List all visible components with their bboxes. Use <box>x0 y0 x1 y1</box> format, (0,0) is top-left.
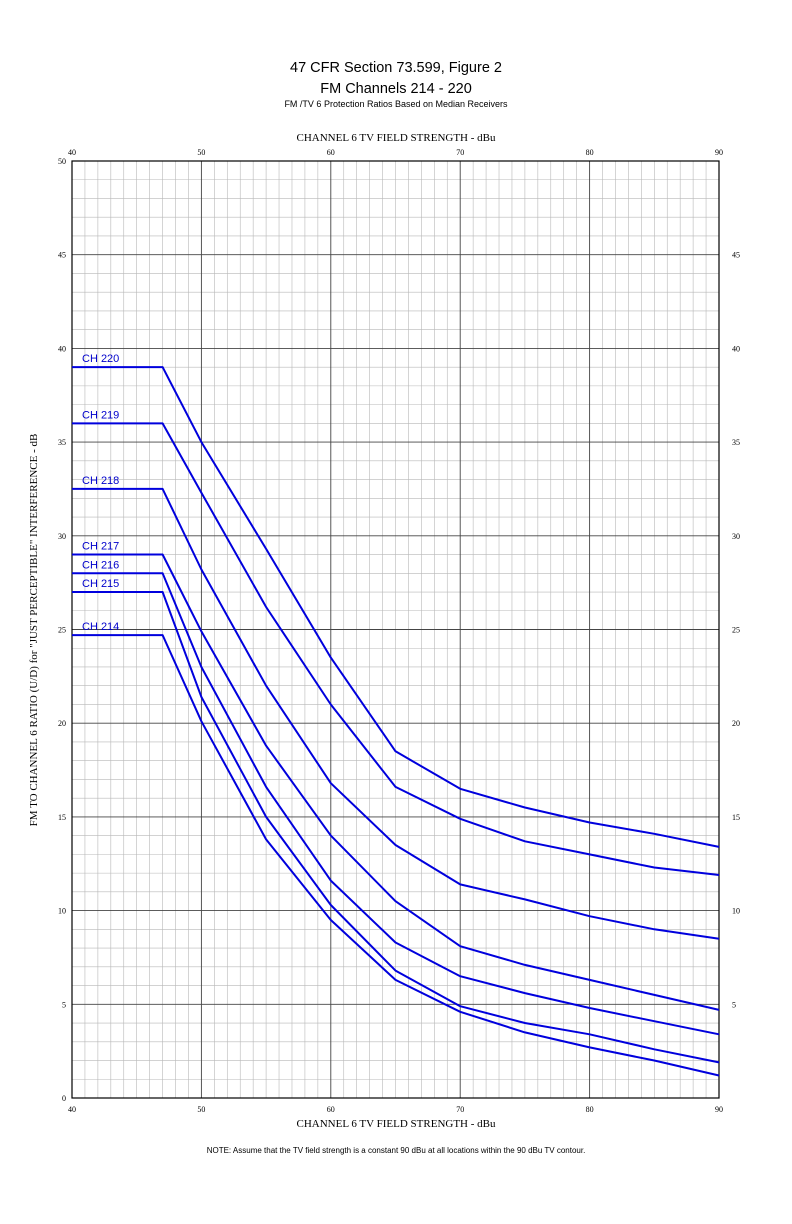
series-label: CH 216 <box>82 559 119 571</box>
x-tick-label-top: 60 <box>327 148 335 157</box>
x-tick-label-bottom: 50 <box>197 1105 205 1114</box>
series-label: CH 219 <box>82 409 119 421</box>
y-tick-label-left: 10 <box>58 907 66 916</box>
footnote: NOTE: Assume that the TV field strength … <box>206 1146 586 1155</box>
series-line <box>72 422 720 876</box>
chart-caption: FM /TV 6 Protection Ratios Based on Medi… <box>284 99 508 109</box>
y-tick-label-right: 40 <box>732 344 740 353</box>
chart-title: 47 CFR Section 73.599, Figure 2 <box>290 60 502 76</box>
y-tick-label-left: 40 <box>58 344 66 353</box>
y-tick-label-left: 0 <box>62 1094 66 1103</box>
series-label: CH 214 <box>82 621 119 633</box>
y-tick-label-right: 30 <box>732 532 740 541</box>
y-tick-label-left: 45 <box>58 251 66 260</box>
x-tick-label-top: 50 <box>197 148 205 157</box>
x-tick-label-bottom: 90 <box>715 1105 723 1114</box>
x-tick-label-top: 40 <box>68 148 76 157</box>
x-tick-label-top: 70 <box>456 148 464 157</box>
series-line <box>72 572 720 1036</box>
x-tick-label-bottom: 40 <box>68 1105 76 1114</box>
y-tick-label-right: 20 <box>732 719 740 728</box>
y-tick-label-left: 15 <box>58 813 66 822</box>
chart-subtitle: FM Channels 214 - 220 <box>320 81 472 97</box>
y-tick-label-right: 5 <box>732 1000 736 1009</box>
y-tick-label-left: 5 <box>62 1000 66 1009</box>
y-tick-label-left: 30 <box>58 532 66 541</box>
y-tick-label-left: 50 <box>58 157 66 166</box>
series-label: CH 217 <box>82 541 119 553</box>
y-tick-label-right: 45 <box>732 251 740 260</box>
series-label: CH 215 <box>82 578 119 590</box>
series-line <box>72 366 720 848</box>
x-tick-label-bottom: 60 <box>327 1105 335 1114</box>
series-label: CH 218 <box>82 475 119 487</box>
x-tick-label-top: 90 <box>715 148 723 157</box>
series-line <box>72 553 720 1011</box>
series-line <box>72 591 720 1064</box>
x-tick-label-bottom: 70 <box>456 1105 464 1114</box>
y-tick-label-right: 25 <box>732 626 740 635</box>
series-label: CH 220 <box>82 353 119 365</box>
x-axis-title-top: CHANNEL 6 TV FIELD STRENGTH - dBu <box>296 132 496 144</box>
x-tick-label-top: 80 <box>586 148 594 157</box>
y-tick-label-right: 15 <box>732 813 740 822</box>
x-tick-label-bottom: 80 <box>586 1105 594 1114</box>
y-tick-label-right: 35 <box>732 438 740 447</box>
series-line <box>72 634 720 1077</box>
y-tick-label-left: 20 <box>58 719 66 728</box>
y-tick-label-left: 35 <box>58 438 66 447</box>
y-tick-label-right: 10 <box>732 907 740 916</box>
y-axis-title: FM TO CHANNEL 6 RATIO (U/D) for "JUST PE… <box>28 433 40 827</box>
series-line <box>72 487 720 940</box>
x-axis-title-bottom: CHANNEL 6 TV FIELD STRENGTH - dBu <box>296 1118 496 1130</box>
plot-frame <box>71 160 720 1099</box>
y-tick-label-left: 25 <box>58 626 66 635</box>
